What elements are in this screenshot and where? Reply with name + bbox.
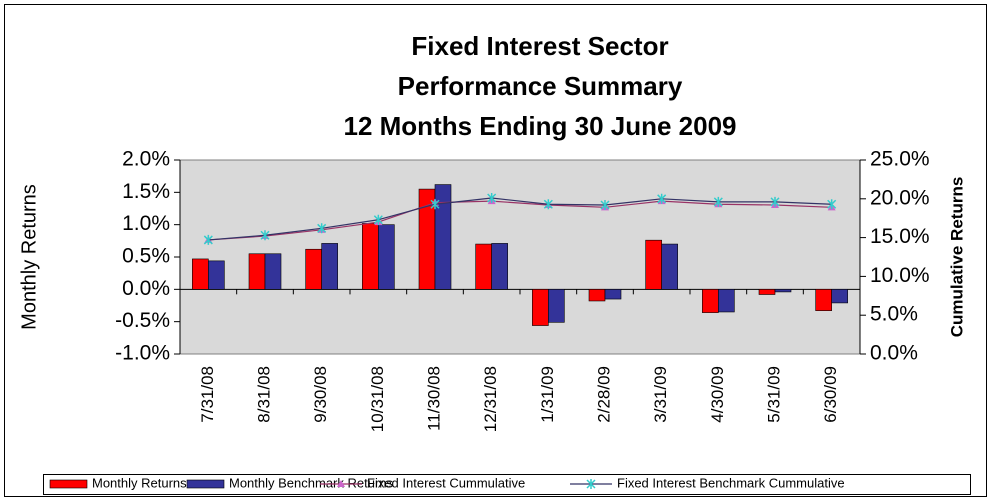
line-marker xyxy=(373,214,383,225)
x-tick-label: 10/31/08 xyxy=(368,366,387,432)
y-tick-label: 1.0% xyxy=(122,212,170,235)
bar xyxy=(645,239,662,290)
line xyxy=(208,200,832,241)
line-marker xyxy=(600,200,610,211)
y2-tick-label: 0.0% xyxy=(870,342,918,365)
y-tick-label: 1.5% xyxy=(122,180,170,203)
legend-label: Monthly Benchmark Returns xyxy=(229,475,394,490)
legend-swatch xyxy=(49,479,88,489)
bar xyxy=(815,289,832,311)
y-tick-label: 2.0% xyxy=(122,148,170,171)
bar xyxy=(305,248,322,290)
legend-label: Fixed Interest Benchmark Cummulative xyxy=(617,475,845,490)
bar xyxy=(702,289,719,313)
bar xyxy=(588,289,606,302)
bar xyxy=(758,289,776,295)
y-tick-label: 0.0% xyxy=(122,277,170,300)
x-tick-label: 5/31/09 xyxy=(764,366,783,423)
line-marker xyxy=(713,196,723,207)
x-tick-label: 3/31/09 xyxy=(651,366,670,423)
bar xyxy=(208,260,225,290)
bar xyxy=(378,224,395,290)
plot-area xyxy=(179,159,861,355)
y2-tick-label: 25.0% xyxy=(870,148,930,171)
y2-tick-label: 5.0% xyxy=(870,303,918,326)
x-tick-label: 12/31/08 xyxy=(481,366,500,432)
y2-tick-label: 20.0% xyxy=(870,186,930,209)
line-marker xyxy=(430,199,440,210)
bar xyxy=(475,243,492,290)
y-tick-label: 0.5% xyxy=(122,245,170,268)
legend xyxy=(43,474,971,495)
y2-axis-label: Cumulative Returns xyxy=(947,177,966,338)
x-tick-label: 2/28/09 xyxy=(594,366,613,423)
line-marker xyxy=(487,193,497,204)
bar xyxy=(491,243,508,290)
bar xyxy=(248,253,266,290)
chart-title: Performance Summary xyxy=(398,71,683,101)
y2-tick-label: 15.0% xyxy=(870,225,930,248)
line xyxy=(208,197,832,241)
bar xyxy=(604,289,622,300)
x-tick-label: 11/30/08 xyxy=(424,366,443,431)
bar xyxy=(831,289,848,304)
line-marker xyxy=(203,234,213,245)
line-marker xyxy=(543,199,553,210)
bar xyxy=(532,289,549,326)
legend-label: Fixed Interest Cummulative xyxy=(367,475,525,490)
line-marker xyxy=(657,193,667,204)
x-tick-label: 7/31/08 xyxy=(198,366,217,423)
line-marker xyxy=(586,479,596,489)
y-tick-label: -0.5% xyxy=(115,309,170,332)
bar xyxy=(264,253,282,290)
x-tick-label: 6/30/09 xyxy=(821,366,840,423)
bar xyxy=(434,184,452,290)
y2-tick-label: 10.0% xyxy=(870,264,930,287)
line-marker xyxy=(260,230,270,241)
y-axis-label: Monthly Returns xyxy=(18,184,40,330)
chart-title: Fixed Interest Sector xyxy=(411,31,668,61)
x-tick-label: 8/31/08 xyxy=(254,366,273,423)
x-tick-label: 1/31/09 xyxy=(538,366,557,423)
line-marker xyxy=(317,223,327,234)
bar xyxy=(192,258,209,290)
line-marker xyxy=(827,199,837,210)
bar xyxy=(321,243,338,290)
legend-label: Monthly Returns xyxy=(92,475,187,490)
line-marker xyxy=(337,480,345,487)
bar xyxy=(362,223,379,290)
bar xyxy=(548,289,565,323)
y-tick-label: -1.0% xyxy=(115,342,170,365)
chart-title: 12 Months Ending 30 June 2009 xyxy=(344,111,737,141)
x-tick-label: 9/30/08 xyxy=(311,366,330,423)
legend-swatch xyxy=(186,479,225,489)
x-tick-label: 4/30/09 xyxy=(708,366,727,423)
bar xyxy=(774,289,792,293)
bar xyxy=(718,289,735,313)
line-marker xyxy=(770,196,780,207)
bar xyxy=(661,243,678,290)
